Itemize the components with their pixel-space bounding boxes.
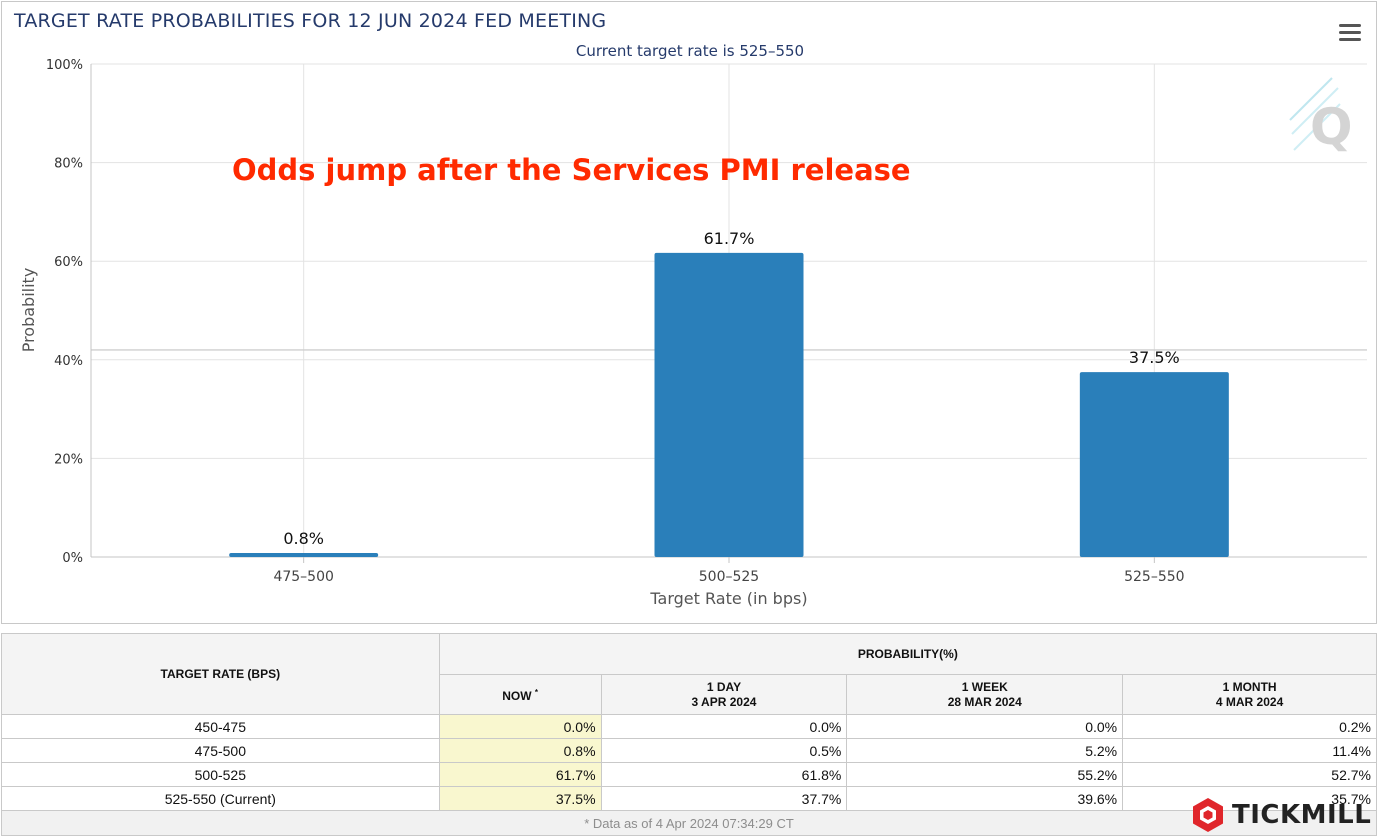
column-date: 4 MAR 2024 xyxy=(1215,694,1284,709)
x-tick-label-2: 525–550 xyxy=(1124,569,1184,585)
now-probability-cell: 61.7% xyxy=(438,762,602,787)
tickmill-hexagon-icon xyxy=(1193,798,1223,832)
bar-chart: Q 0% 20% 40% 60% 80% 100% 0.8% 475–500 61.7% 500–… xyxy=(19,58,1367,608)
y-tick-label: 100% xyxy=(46,58,83,73)
bar-1[interactable] xyxy=(654,252,804,557)
table-row: 475-500 0.8% 0.5% 5.2% 11.4% xyxy=(1,738,1377,763)
column-header-1: 1 DAY 3 APR 2024 xyxy=(600,674,848,715)
chart-subtitle: Current target rate is 525–550 xyxy=(575,42,805,60)
bar-2[interactable] xyxy=(1079,372,1229,557)
table-row: 525-550 (Current) 37.5% 37.7% 39.6% 35.7% xyxy=(1,786,1377,811)
data-timestamp-note: * Data as of 4 Apr 2024 07:34:29 CT xyxy=(1,810,1377,836)
rate-column-header: TARGET RATE (BPS) xyxy=(1,633,440,715)
column-label: 1 DAY xyxy=(706,679,742,694)
now-probability-cell: 0.8% xyxy=(438,738,602,763)
data-label-0: 0.8% xyxy=(283,529,324,548)
chart-panel: Q 0% 20% 40% 60% 80% 100% 0.8% 475–500 61.7% 500–… xyxy=(1,1,1377,624)
column-date: 28 MAR 2024 xyxy=(947,694,1022,709)
hamburger-menu-icon[interactable] xyxy=(1339,24,1361,42)
probability-cell: 39.6% xyxy=(846,786,1124,811)
probability-cell: 52.7% xyxy=(1122,762,1377,787)
tickmill-logo: TICKMILL xyxy=(1190,796,1375,834)
column-footnote-marker: * xyxy=(534,688,538,697)
y-tick-label: 80% xyxy=(54,157,83,172)
column-label: NOW xyxy=(502,689,532,703)
now-probability-cell: 37.5% xyxy=(438,786,602,811)
probability-cell: 61.8% xyxy=(600,762,848,787)
chart-title: TARGET RATE PROBABILITIES FOR 12 JUN 202… xyxy=(14,10,607,32)
probability-cell: 55.2% xyxy=(846,762,1124,787)
probability-cell: 11.4% xyxy=(1122,738,1377,763)
probability-cell: 5.2% xyxy=(846,738,1124,763)
watermark-q-logo: Q xyxy=(1289,77,1353,156)
column-header-2: 1 WEEK 28 MAR 2024 xyxy=(846,674,1124,715)
y-tick-label: 40% xyxy=(54,354,83,369)
rate-cell: 500-525 xyxy=(1,762,440,787)
probability-cell: 37.7% xyxy=(600,786,848,811)
column-date: 3 APR 2024 xyxy=(691,694,757,709)
probability-cell: 0.2% xyxy=(1122,714,1377,739)
y-tick-label: 20% xyxy=(54,452,83,467)
x-tick-label-0: 475–500 xyxy=(273,569,333,585)
rate-cell: 475-500 xyxy=(1,738,440,763)
probability-cell: 0.0% xyxy=(600,714,848,739)
column-header-0: NOW * xyxy=(438,674,602,715)
y-tick-label: 60% xyxy=(54,255,83,270)
now-probability-cell: 0.0% xyxy=(438,714,602,739)
probability-table: TARGET RATE (BPS) PROBABILITY(%) NOW * 1 … xyxy=(1,633,1378,836)
y-tick-label: 0% xyxy=(62,551,83,566)
y-axis-title: Probability xyxy=(19,268,38,353)
table-row: 450-475 0.0% 0.0% 0.0% 0.2% xyxy=(1,714,1377,739)
svg-text:Q: Q xyxy=(1310,98,1353,156)
column-label: 1 WEEK xyxy=(961,679,1008,694)
probability-cell: 0.0% xyxy=(846,714,1124,739)
probability-cell: 0.5% xyxy=(600,738,848,763)
data-label-2: 37.5% xyxy=(1129,348,1180,367)
table-row: 500-525 61.7% 61.8% 55.2% 52.7% xyxy=(1,762,1377,787)
x-tick-label-1: 500–525 xyxy=(699,569,759,585)
chart-annotation: Odds jump after the Services PMI release xyxy=(232,153,911,187)
rate-cell: 525-550 (Current) xyxy=(1,786,440,811)
x-axis-title: Target Rate (in bps) xyxy=(649,589,807,608)
column-header-3: 1 MONTH 4 MAR 2024 xyxy=(1122,674,1377,715)
brand-name: TICKMILL xyxy=(1232,800,1372,830)
probability-header: PROBABILITY(%) xyxy=(438,633,1378,675)
bar-0[interactable] xyxy=(229,553,379,557)
rate-cell: 450-475 xyxy=(1,714,440,739)
data-label-1: 61.7% xyxy=(704,229,755,248)
column-label: 1 MONTH xyxy=(1222,679,1277,694)
